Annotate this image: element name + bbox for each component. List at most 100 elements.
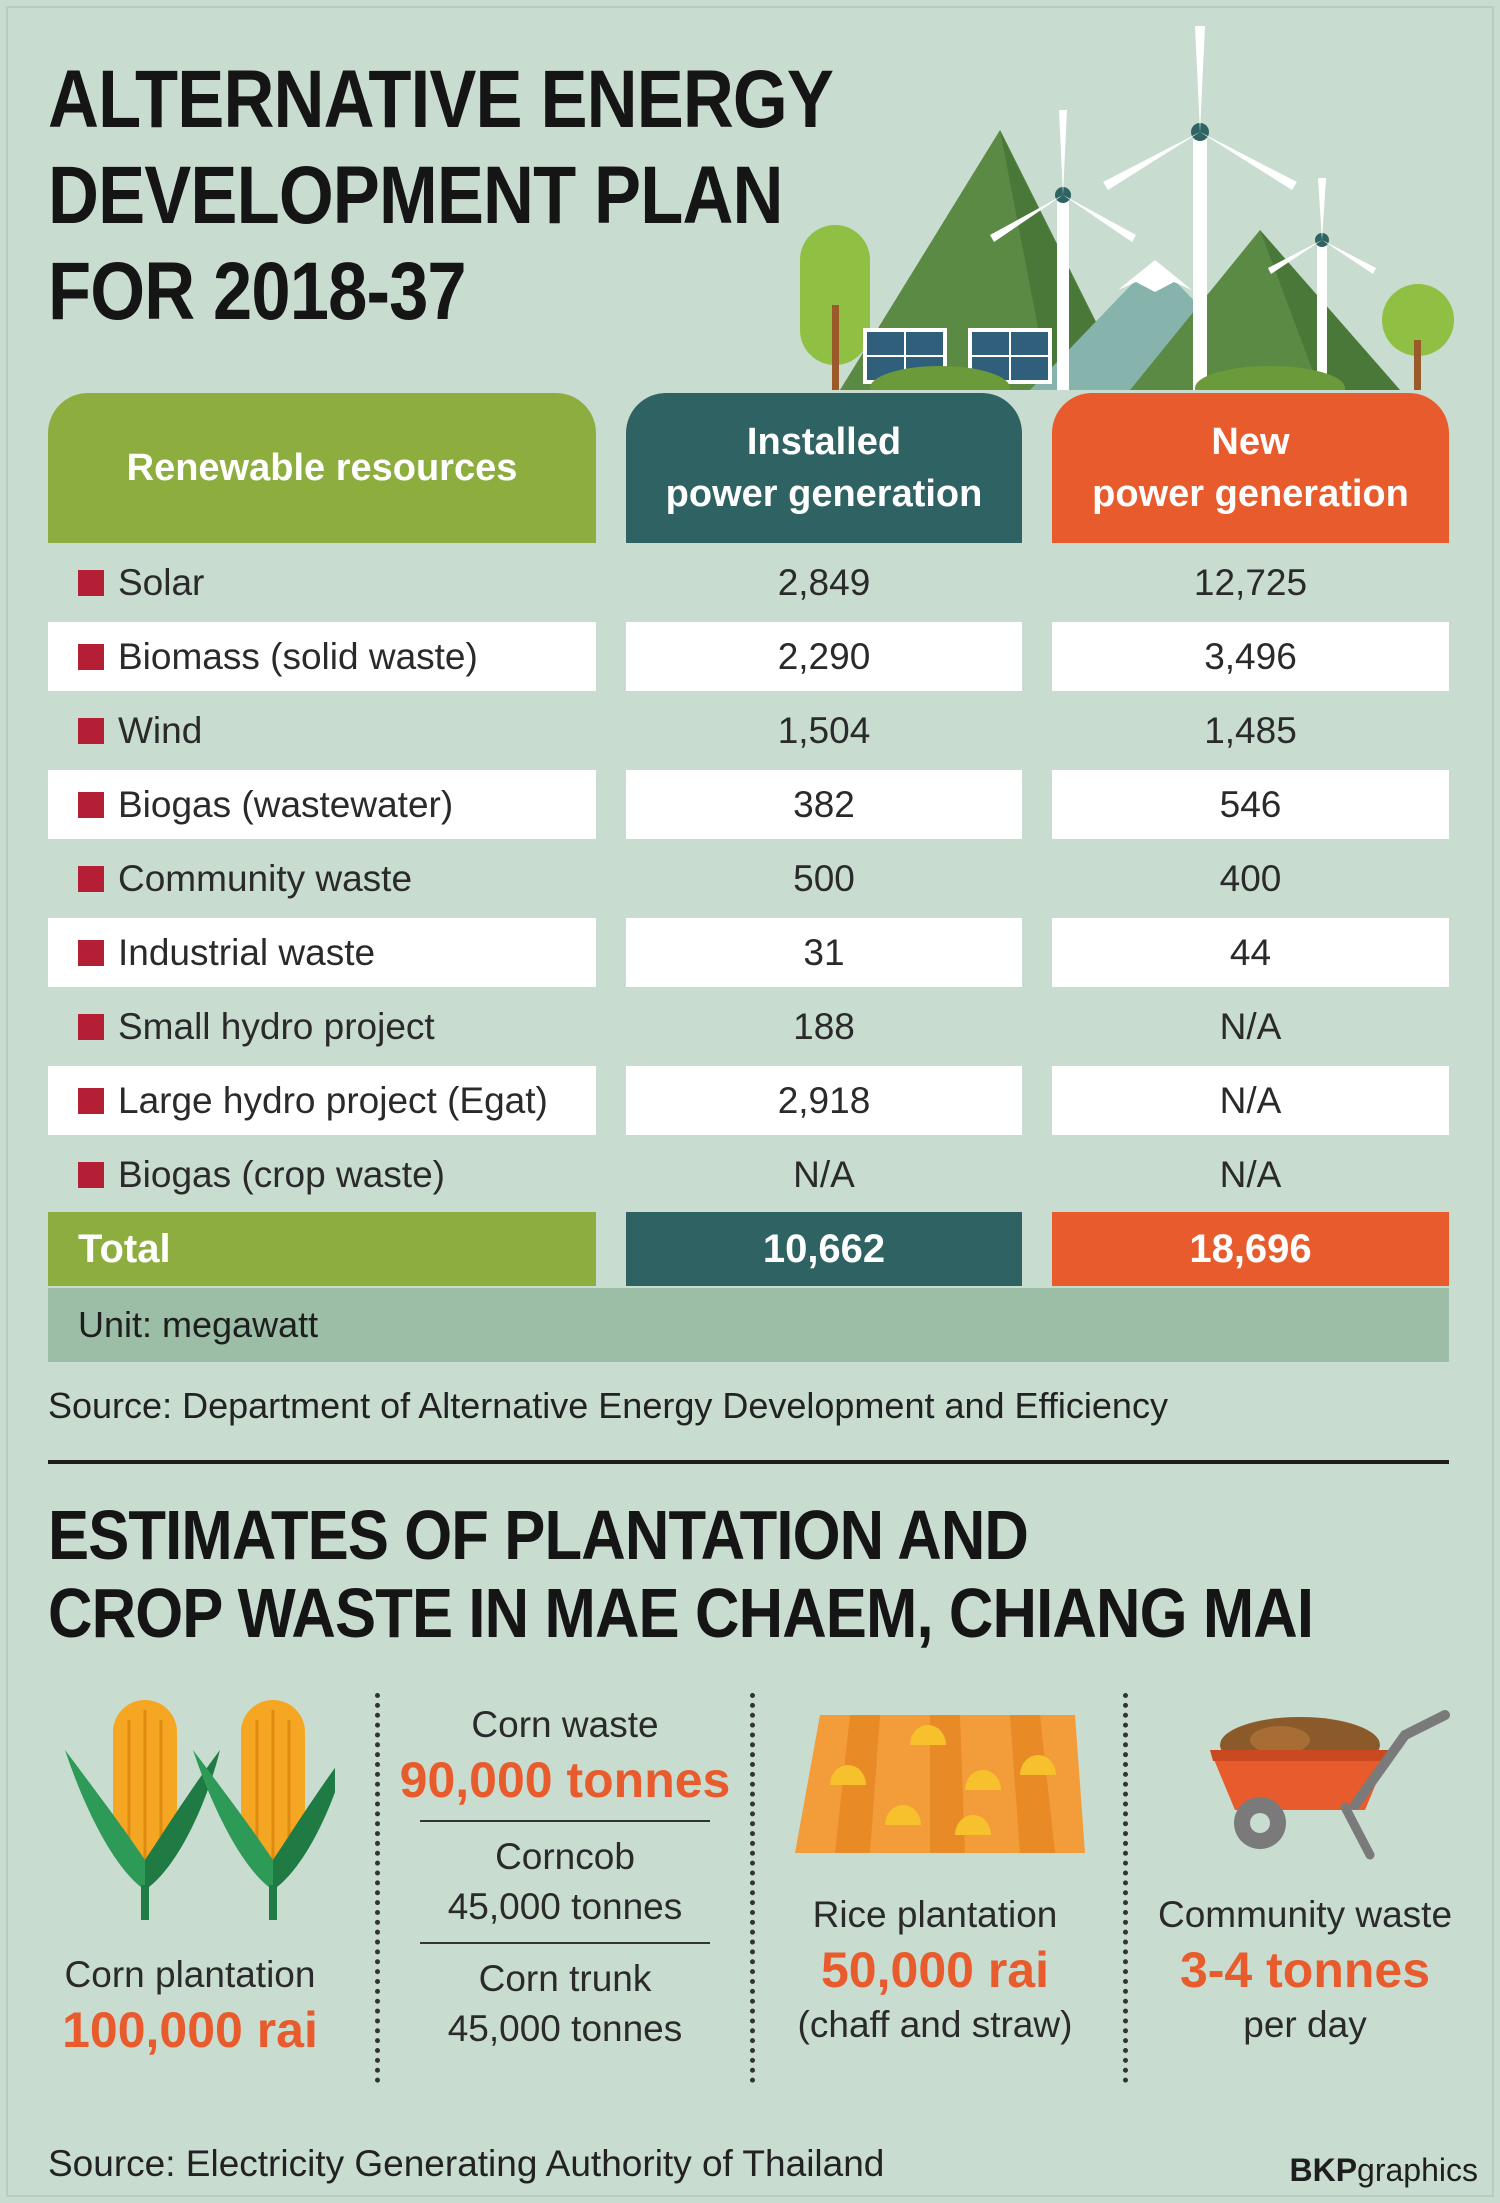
- corn-waste-value: 90,000 tonnes: [399, 1752, 731, 1808]
- table-row: Large hydro project (Egat) 2,918 N/A: [48, 1066, 1449, 1135]
- resource-name: Small hydro project: [118, 1005, 435, 1047]
- table-row: Solar 2,849 12,725: [48, 548, 1449, 617]
- header-label: Installed: [746, 421, 902, 463]
- resource-name: Biogas (crop waste): [118, 1153, 445, 1195]
- header-new-power: New power generation: [1052, 393, 1449, 543]
- rice-plantation-block: Rice plantation 50,000 rai (chaff and st…: [770, 1890, 1100, 2050]
- corn-icon: [65, 1700, 335, 1920]
- separator-line: [420, 1942, 710, 1944]
- installed-cell: 382: [626, 770, 1022, 839]
- corn-trunk-value: 45,000 tonnes: [447, 2008, 683, 2049]
- dotted-divider: [750, 1693, 755, 2083]
- resource-cell: Biogas (wastewater): [48, 770, 596, 839]
- rice-field-icon: [795, 1715, 1085, 1853]
- bullet-square-icon: [78, 1087, 104, 1114]
- bullet-square-icon: [78, 939, 104, 966]
- total-installed: 10,662: [626, 1212, 1022, 1286]
- title-line: DEVELOPMENT PLAN: [48, 150, 783, 241]
- total-label: Total: [48, 1212, 596, 1286]
- resource-name: Industrial waste: [118, 931, 376, 973]
- credit-logo: BKPgraphics: [1289, 2152, 1478, 2189]
- resource-name: Community waste: [118, 857, 413, 899]
- total-row: Total 10,662 18,696: [48, 1212, 1449, 1286]
- table-row: Small hydro project 188 N/A: [48, 992, 1449, 1061]
- corn-waste-label: Corn waste: [471, 1704, 659, 1745]
- installed-cell: 2,849: [777, 561, 871, 603]
- rice-plantation-value: 50,000 rai: [821, 1942, 1049, 1998]
- header-label: power generation: [665, 473, 983, 515]
- credit-bold: BKP: [1289, 2152, 1358, 2188]
- new-cell: 400: [1219, 857, 1282, 899]
- community-waste-note: per day: [1243, 2004, 1367, 2045]
- bullet-square-icon: [78, 791, 104, 818]
- table-row: Industrial waste 31 44: [48, 918, 1449, 987]
- table-row: Biogas (wastewater) 382 546: [48, 770, 1449, 839]
- separator-line: [420, 1820, 710, 1822]
- credit-rest: graphics: [1357, 2152, 1478, 2188]
- resource-cell: Biomass (solid waste): [48, 622, 596, 691]
- new-cell: 44: [1052, 918, 1449, 987]
- new-cell: N/A: [1052, 1066, 1449, 1135]
- installed-cell: 2,918: [626, 1066, 1022, 1135]
- infographic-frame: [6, 6, 1494, 2197]
- new-cell: N/A: [1219, 1005, 1282, 1047]
- new-cell: 1,485: [1204, 709, 1297, 751]
- title-line: ALTERNATIVE ENERGY: [48, 54, 834, 145]
- resource-cell: Biogas (crop waste): [48, 1140, 596, 1209]
- bullet-square-icon: [78, 717, 104, 744]
- corn-trunk-label: Corn trunk: [478, 1958, 652, 1999]
- section2-source: Source: Electricity Generating Authority…: [48, 2143, 885, 2184]
- header-installed-power: Installed power generation: [626, 393, 1022, 543]
- corn-plantation-value: 100,000 rai: [62, 2002, 318, 2058]
- dotted-divider: [1123, 1693, 1128, 2083]
- community-waste-label: Community waste: [1157, 1894, 1453, 1935]
- installed-cell: 31: [626, 918, 1022, 987]
- table-row: Community waste 500 400: [48, 844, 1449, 913]
- section-title-line: ESTIMATES OF PLANTATION AND: [48, 1496, 1029, 1574]
- installed-cell: 2,290: [626, 622, 1022, 691]
- installed-cell: 1,504: [777, 709, 871, 751]
- installed-cell: 500: [793, 857, 855, 899]
- table-row: Biomass (solid waste) 2,290 3,496: [48, 622, 1449, 691]
- header-label: power generation: [1092, 473, 1409, 515]
- header-renewable-resources: Renewable resources: [48, 393, 596, 543]
- section-divider: [48, 1460, 1449, 1464]
- table-row: Wind 1,504 1,485: [48, 696, 1449, 765]
- bullet-square-icon: [78, 1013, 104, 1040]
- new-cell: N/A: [1219, 1153, 1282, 1195]
- table-row: Biogas (crop waste) N/A N/A: [48, 1140, 1449, 1209]
- community-waste-value: 3-4 tonnes: [1179, 1942, 1431, 1998]
- resource-name: Biomass (solid waste): [118, 635, 478, 677]
- resource-cell: Industrial waste: [48, 918, 596, 987]
- bullet-square-icon: [78, 865, 104, 892]
- new-cell: 3,496: [1052, 622, 1449, 691]
- page-title: ALTERNATIVE ENERGY DEVELOPMENT PLAN FOR …: [48, 52, 834, 340]
- installed-cell: N/A: [793, 1153, 855, 1195]
- resource-cell: Solar: [48, 548, 596, 617]
- corn-waste-block: Corn waste 90,000 tonnes Corncob 45,000 …: [395, 1700, 735, 2054]
- bullet-square-icon: [78, 1161, 104, 1188]
- resource-cell: Community waste: [48, 844, 596, 913]
- dotted-divider: [375, 1693, 380, 2083]
- resource-cell: Large hydro project (Egat): [48, 1066, 596, 1135]
- corn-plantation-label: Corn plantation: [64, 1954, 316, 1995]
- resource-cell: Small hydro project: [48, 992, 596, 1061]
- table-source: Source: Department of Alternative Energy…: [48, 1385, 1168, 1426]
- new-cell: 12,725: [1193, 561, 1308, 603]
- new-cell: 546: [1052, 770, 1449, 839]
- section-title-line: CROP WASTE IN MAE CHAEM, CHIANG MAI: [48, 1574, 1314, 1652]
- resource-name: Biogas (wastewater): [118, 783, 454, 825]
- rice-plantation-label: Rice plantation: [812, 1894, 1058, 1935]
- unit-note: Unit: megawatt: [48, 1288, 1449, 1362]
- rice-plantation-note: (chaff and straw): [797, 2004, 1073, 2045]
- resource-name: Large hydro project (Egat): [118, 1079, 548, 1121]
- header-label: Renewable resources: [126, 447, 518, 489]
- community-waste-block: Community waste 3-4 tonnes per day: [1140, 1890, 1470, 2050]
- total-new: 18,696: [1052, 1212, 1449, 1286]
- resource-name: Solar: [118, 561, 205, 603]
- header-label: New: [1211, 421, 1290, 463]
- corn-plantation-block: Corn plantation 100,000 rai: [40, 1950, 340, 2060]
- bullet-square-icon: [78, 569, 104, 596]
- title-line: FOR 2018-37: [48, 246, 467, 337]
- bullet-square-icon: [78, 643, 104, 670]
